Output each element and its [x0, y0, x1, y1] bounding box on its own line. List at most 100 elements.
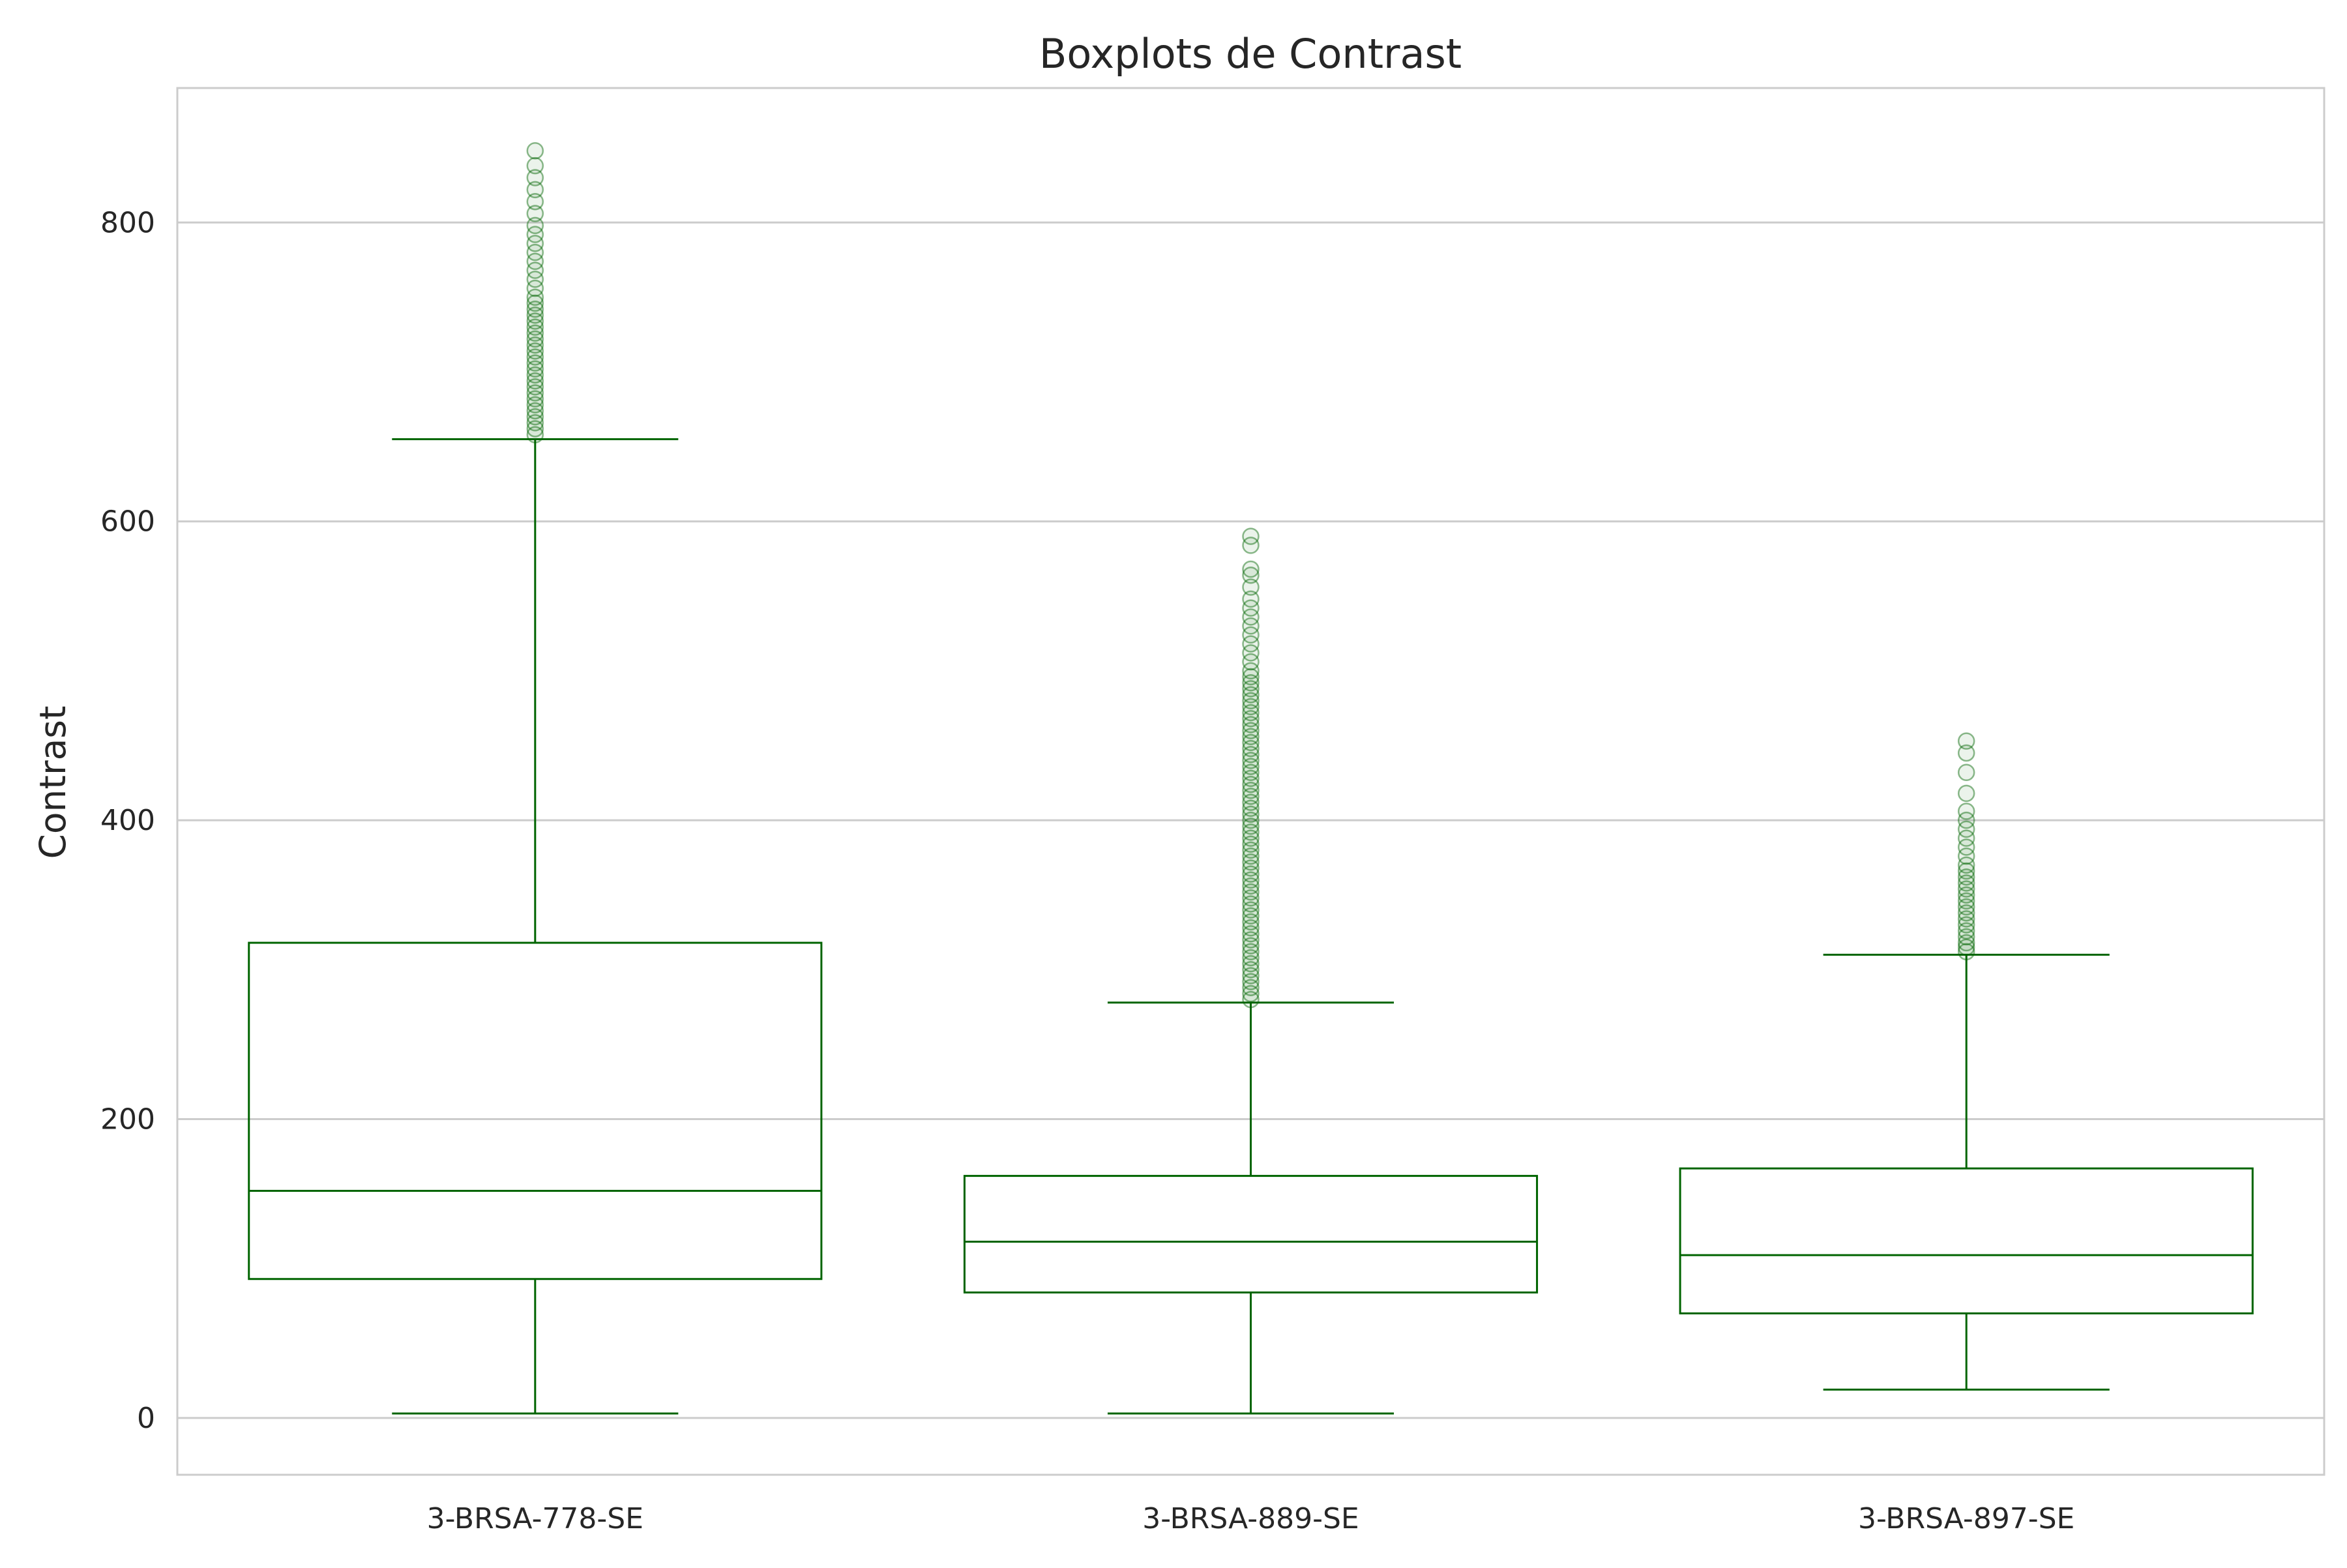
- outlier-point: [1242, 931, 1260, 949]
- outlier-point: [526, 396, 544, 414]
- outlier-point: [1242, 763, 1260, 781]
- outlier-point: [1242, 829, 1260, 847]
- outlier-point: [526, 312, 544, 330]
- outlier-point: [1242, 644, 1260, 662]
- outlier-point: [1242, 818, 1260, 835]
- y-tick-label: 600: [100, 505, 155, 539]
- outlier-point: [1242, 937, 1260, 954]
- outlier-point: [1242, 979, 1260, 997]
- outlier-point: [1242, 668, 1260, 686]
- outlier-point: [1242, 673, 1260, 692]
- outlier-point: [526, 342, 544, 360]
- outlier-point: [526, 261, 544, 279]
- chart-title: Boxplots de Contrast: [1039, 30, 1462, 78]
- outlier-point: [1957, 744, 1975, 762]
- outlier-point: [526, 294, 544, 312]
- outlier-point: [1957, 732, 1975, 750]
- outlier-point: [526, 420, 544, 437]
- outlier-point: [1242, 739, 1260, 758]
- outlier-point: [526, 142, 544, 160]
- outlier-point: [526, 169, 544, 186]
- outlier-point: [1957, 811, 1975, 829]
- outlier-point: [1957, 916, 1975, 934]
- outlier-point: [526, 414, 544, 432]
- outlier-point: [1242, 859, 1260, 877]
- outlier-point: [1957, 892, 1975, 910]
- x-tick-label: 3-BRSA-897-SE: [1858, 1502, 2074, 1535]
- outlier-point: [1242, 847, 1260, 865]
- outlier-point: [1957, 943, 1975, 961]
- outlier-point: [1242, 853, 1260, 871]
- outlier-point: [1242, 793, 1260, 811]
- iqr-box: [248, 941, 823, 1280]
- outlier-point: [526, 279, 544, 297]
- outlier-point: [526, 324, 544, 342]
- outlier-point: [1242, 599, 1260, 617]
- outlier-point: [1957, 829, 1975, 847]
- outlier-point: [1242, 984, 1260, 1003]
- outlier-point: [1242, 865, 1260, 883]
- outlier-point: [1242, 703, 1260, 722]
- outlier-point: [1242, 709, 1260, 728]
- outlier-point: [1242, 775, 1260, 793]
- outlier-point: [1242, 967, 1260, 984]
- outlier-point: [1242, 566, 1260, 584]
- outlier-point: [526, 354, 544, 372]
- outlier-point: [1242, 954, 1260, 973]
- outlier-point: [526, 252, 544, 271]
- x-tick-labels: 3-BRSA-778-SE 3-BRSA-889-SE 3-BRSA-897-SE: [427, 1502, 2075, 1535]
- outlier-point: [526, 384, 544, 402]
- x-tick-label: 3-BRSA-778-SE: [427, 1502, 643, 1535]
- outlier-point: [1242, 895, 1260, 913]
- outlier-point: [1242, 961, 1260, 979]
- outlier-point: [1242, 805, 1260, 823]
- outlier-point: [1242, 578, 1260, 596]
- y-tick-label: 0: [137, 1402, 155, 1435]
- outlier-point: [1242, 973, 1260, 990]
- outlier-point: [1242, 841, 1260, 859]
- outlier-point: [1242, 788, 1260, 805]
- outlier-point: [526, 390, 544, 407]
- outlier-point: [1242, 919, 1260, 937]
- outlier-point: [526, 336, 544, 354]
- box-group-1: [248, 142, 823, 1415]
- outlier-point: [526, 366, 544, 384]
- outlier-point: [1242, 716, 1260, 733]
- outlier-point: [526, 407, 544, 426]
- outlier-point: [1957, 838, 1975, 856]
- outlier-point: [1242, 728, 1260, 745]
- outlier-point: [1242, 889, 1260, 907]
- outlier-point: [526, 205, 544, 222]
- outlier-point: [1957, 862, 1975, 880]
- outlier-point: [1242, 769, 1260, 788]
- outlier-point: [1242, 925, 1260, 943]
- outlier-point: [526, 300, 544, 318]
- outlier-point: [1242, 877, 1260, 895]
- outlier-point: [1242, 692, 1260, 709]
- outlier-point: [1242, 949, 1260, 967]
- outlier-point: [1242, 617, 1260, 635]
- outlier-point: [1242, 811, 1260, 829]
- outlier-point: [526, 226, 544, 243]
- y-axis-label: Contrast: [32, 705, 74, 859]
- outlier-point: [526, 360, 544, 378]
- outlier-point: [1242, 745, 1260, 763]
- outlier-point: [526, 216, 544, 235]
- outlier-point: [1242, 823, 1260, 841]
- outlier-point: [526, 306, 544, 324]
- outlier-point: [1242, 883, 1260, 901]
- outlier-point: [526, 426, 544, 443]
- outlier-point: [1957, 763, 1975, 781]
- x-tick-label: 3-BRSA-889-SE: [1142, 1502, 1359, 1535]
- outlier-point: [1242, 626, 1260, 644]
- outlier-point: [1242, 560, 1260, 578]
- outlier-point: [1242, 943, 1260, 961]
- outlier-point: [1242, 901, 1260, 919]
- outlier-point: [1957, 922, 1975, 939]
- outlier-point: [1957, 938, 1975, 956]
- outlier-point: [1957, 928, 1975, 946]
- outlier-point: [1242, 635, 1260, 653]
- outlier-point: [526, 330, 544, 348]
